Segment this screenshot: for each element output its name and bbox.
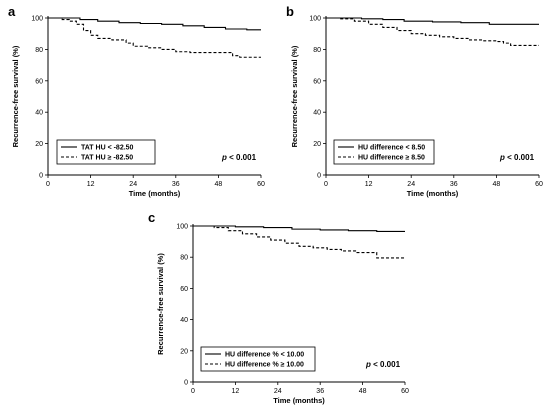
x-tick-label: 36: [316, 388, 324, 395]
panel-a: a 0 20 40 60 80 100 0 12 24 36 48 60 Time (months) Rec…: [8, 4, 265, 198]
x-tick-label: 12: [232, 388, 240, 395]
y-tick-label: 100: [31, 16, 43, 23]
y-tick-label: 40: [180, 317, 188, 324]
y-tick-label: 20: [180, 348, 188, 355]
y-axis-label: Recurrence-free survival (%): [290, 45, 299, 147]
x-tick-label: 12: [87, 181, 95, 188]
y-tick-label: 80: [35, 47, 43, 54]
p-value-symbol: p: [365, 360, 371, 369]
x-tick-label: 48: [215, 181, 223, 188]
series-line-2: [326, 17, 539, 47]
p-value-text: < 0.001: [227, 153, 257, 162]
legend-label: HU difference % ≥ 10.00: [225, 362, 304, 369]
legend-label: HU difference % < 10.00: [225, 352, 304, 359]
series-line-1: [48, 17, 261, 31]
y-tick-label: 100: [176, 224, 188, 231]
p-value-symbol: p: [221, 153, 227, 162]
p-value-symbol: p: [499, 153, 505, 162]
x-axis-label: Time (months): [407, 189, 459, 198]
x-tick-label: 60: [257, 181, 265, 188]
y-tick-label: 20: [35, 141, 43, 148]
x-tick-label: 24: [274, 388, 282, 395]
panel-b: b 0 20 40 60 80 100 0 12 24 36 48 60 Time (months) Rec…: [286, 4, 543, 198]
x-axis-label: Time (months): [273, 396, 325, 405]
legend-label: TAT HU ≥ -82.50: [81, 155, 133, 162]
x-tick-label: 0: [324, 181, 328, 188]
legend-box: [200, 346, 316, 372]
y-axis-label: Recurrence-free survival (%): [156, 253, 165, 355]
y-tick-label: 60: [35, 78, 43, 85]
y-tick-label: 40: [313, 110, 321, 117]
series-line-1: [193, 225, 405, 233]
legend-label: HU difference < 8.50: [358, 145, 425, 152]
y-tick-label: 20: [313, 141, 321, 148]
legend-label: HU difference ≥ 8.50: [358, 155, 425, 162]
x-tick-label: 0: [191, 388, 195, 395]
x-tick-label: 60: [535, 181, 543, 188]
legend-label: TAT HU < -82.50: [81, 145, 134, 152]
x-tick-label: 24: [407, 181, 415, 188]
x-tick-label: 48: [493, 181, 501, 188]
legend-box: [56, 139, 156, 165]
x-tick-label: 0: [46, 181, 50, 188]
y-tick-label: 80: [313, 47, 321, 54]
x-axis-label: Time (months): [129, 189, 181, 198]
y-tick-label: 100: [309, 16, 321, 23]
p-value-annotation: p < 0.001: [499, 153, 535, 162]
x-tick-label: 36: [172, 181, 180, 188]
x-tick-label: 12: [365, 181, 373, 188]
y-tick-label: 0: [184, 380, 188, 387]
y-tick-label: 0: [317, 173, 321, 180]
legend-box: [333, 139, 435, 165]
panel-letter: a: [8, 4, 16, 19]
p-value-annotation: p < 0.001: [221, 153, 257, 162]
series-line-1: [326, 17, 539, 25]
y-tick-label: 60: [313, 78, 321, 85]
y-tick-label: 40: [35, 110, 43, 117]
y-tick-label: 60: [180, 286, 188, 293]
series-line-2: [48, 17, 261, 58]
p-value-text: < 0.001: [371, 360, 401, 369]
y-axis-label: Recurrence-free survival (%): [11, 45, 20, 147]
x-tick-label: 60: [401, 388, 409, 395]
p-value-text: < 0.001: [505, 153, 535, 162]
panel-c: c 0 20 40 60 80 100 0 12 24 36 48 60 Time (months) Rec…: [148, 210, 409, 405]
x-tick-label: 24: [129, 181, 137, 188]
panel-letter: b: [286, 4, 294, 19]
y-tick-label: 80: [180, 255, 188, 262]
panel-letter: c: [148, 210, 155, 225]
p-value-annotation: p < 0.001: [365, 360, 401, 369]
y-tick-label: 0: [39, 173, 43, 180]
x-tick-label: 36: [450, 181, 458, 188]
x-tick-label: 48: [359, 388, 367, 395]
